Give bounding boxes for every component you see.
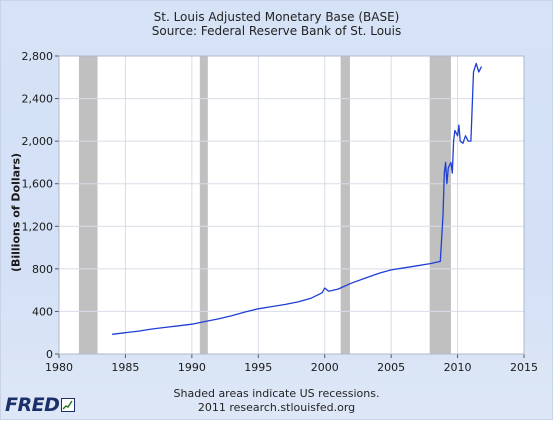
chart-title: St. Louis Adjusted Monetary Base (BASE) [153, 10, 400, 24]
chart-subtitle: Source: Federal Reserve Bank of St. Loui… [151, 24, 402, 38]
recession-band-2 [340, 56, 350, 354]
recession-bands [78, 56, 451, 354]
y-tick-label: 800 [32, 263, 53, 276]
x-tick-label: 1995 [244, 361, 272, 374]
series-layer [112, 62, 483, 335]
y-tick-label: 2,800 [22, 50, 54, 63]
fred-logo[interactable]: FRED [5, 394, 85, 416]
chart-header: St. Louis Adjusted Monetary Base (BASE) … [1, 10, 552, 38]
x-tick-label: 2015 [510, 361, 538, 374]
y-tick-label: 2,400 [22, 93, 54, 106]
y-tick-label: 2,000 [22, 135, 54, 148]
x-tick-label: 2000 [311, 361, 339, 374]
x-tick-label: 1985 [111, 361, 139, 374]
x-tick-label: 1980 [45, 361, 73, 374]
fred-logo-text: FRED [5, 394, 60, 416]
plot-border [58, 55, 525, 355]
recession-note: Shaded areas indicate US recessions. [173, 387, 380, 400]
recession-band-3 [429, 56, 451, 354]
recession-band-1 [199, 56, 208, 354]
x-tick-label: 2005 [377, 361, 405, 374]
recession-band-0 [78, 56, 98, 354]
source-note: 2011 research.stlouisfed.org [197, 401, 356, 414]
y-tick-label: 1,200 [22, 220, 54, 233]
plot-area [59, 56, 524, 354]
x-tick-label: 1990 [178, 361, 206, 374]
fred-chart-icon [61, 398, 76, 412]
y-tick-labels: 0 400 800 1,200 1,600 2,000 2,400 2,800 [22, 50, 54, 361]
footer-note: Shaded areas indicate US recessions. 201… [1, 387, 552, 415]
x-tick-labels: 1980 1985 1990 1995 2000 2005 2010 2015 [45, 361, 538, 374]
x-tick-label: 2010 [444, 361, 472, 374]
y-tick-label: 0 [46, 348, 53, 361]
y-tick-label: 1,600 [22, 178, 54, 191]
series-line-0 [112, 62, 483, 335]
y-tick-label: 400 [32, 305, 53, 318]
